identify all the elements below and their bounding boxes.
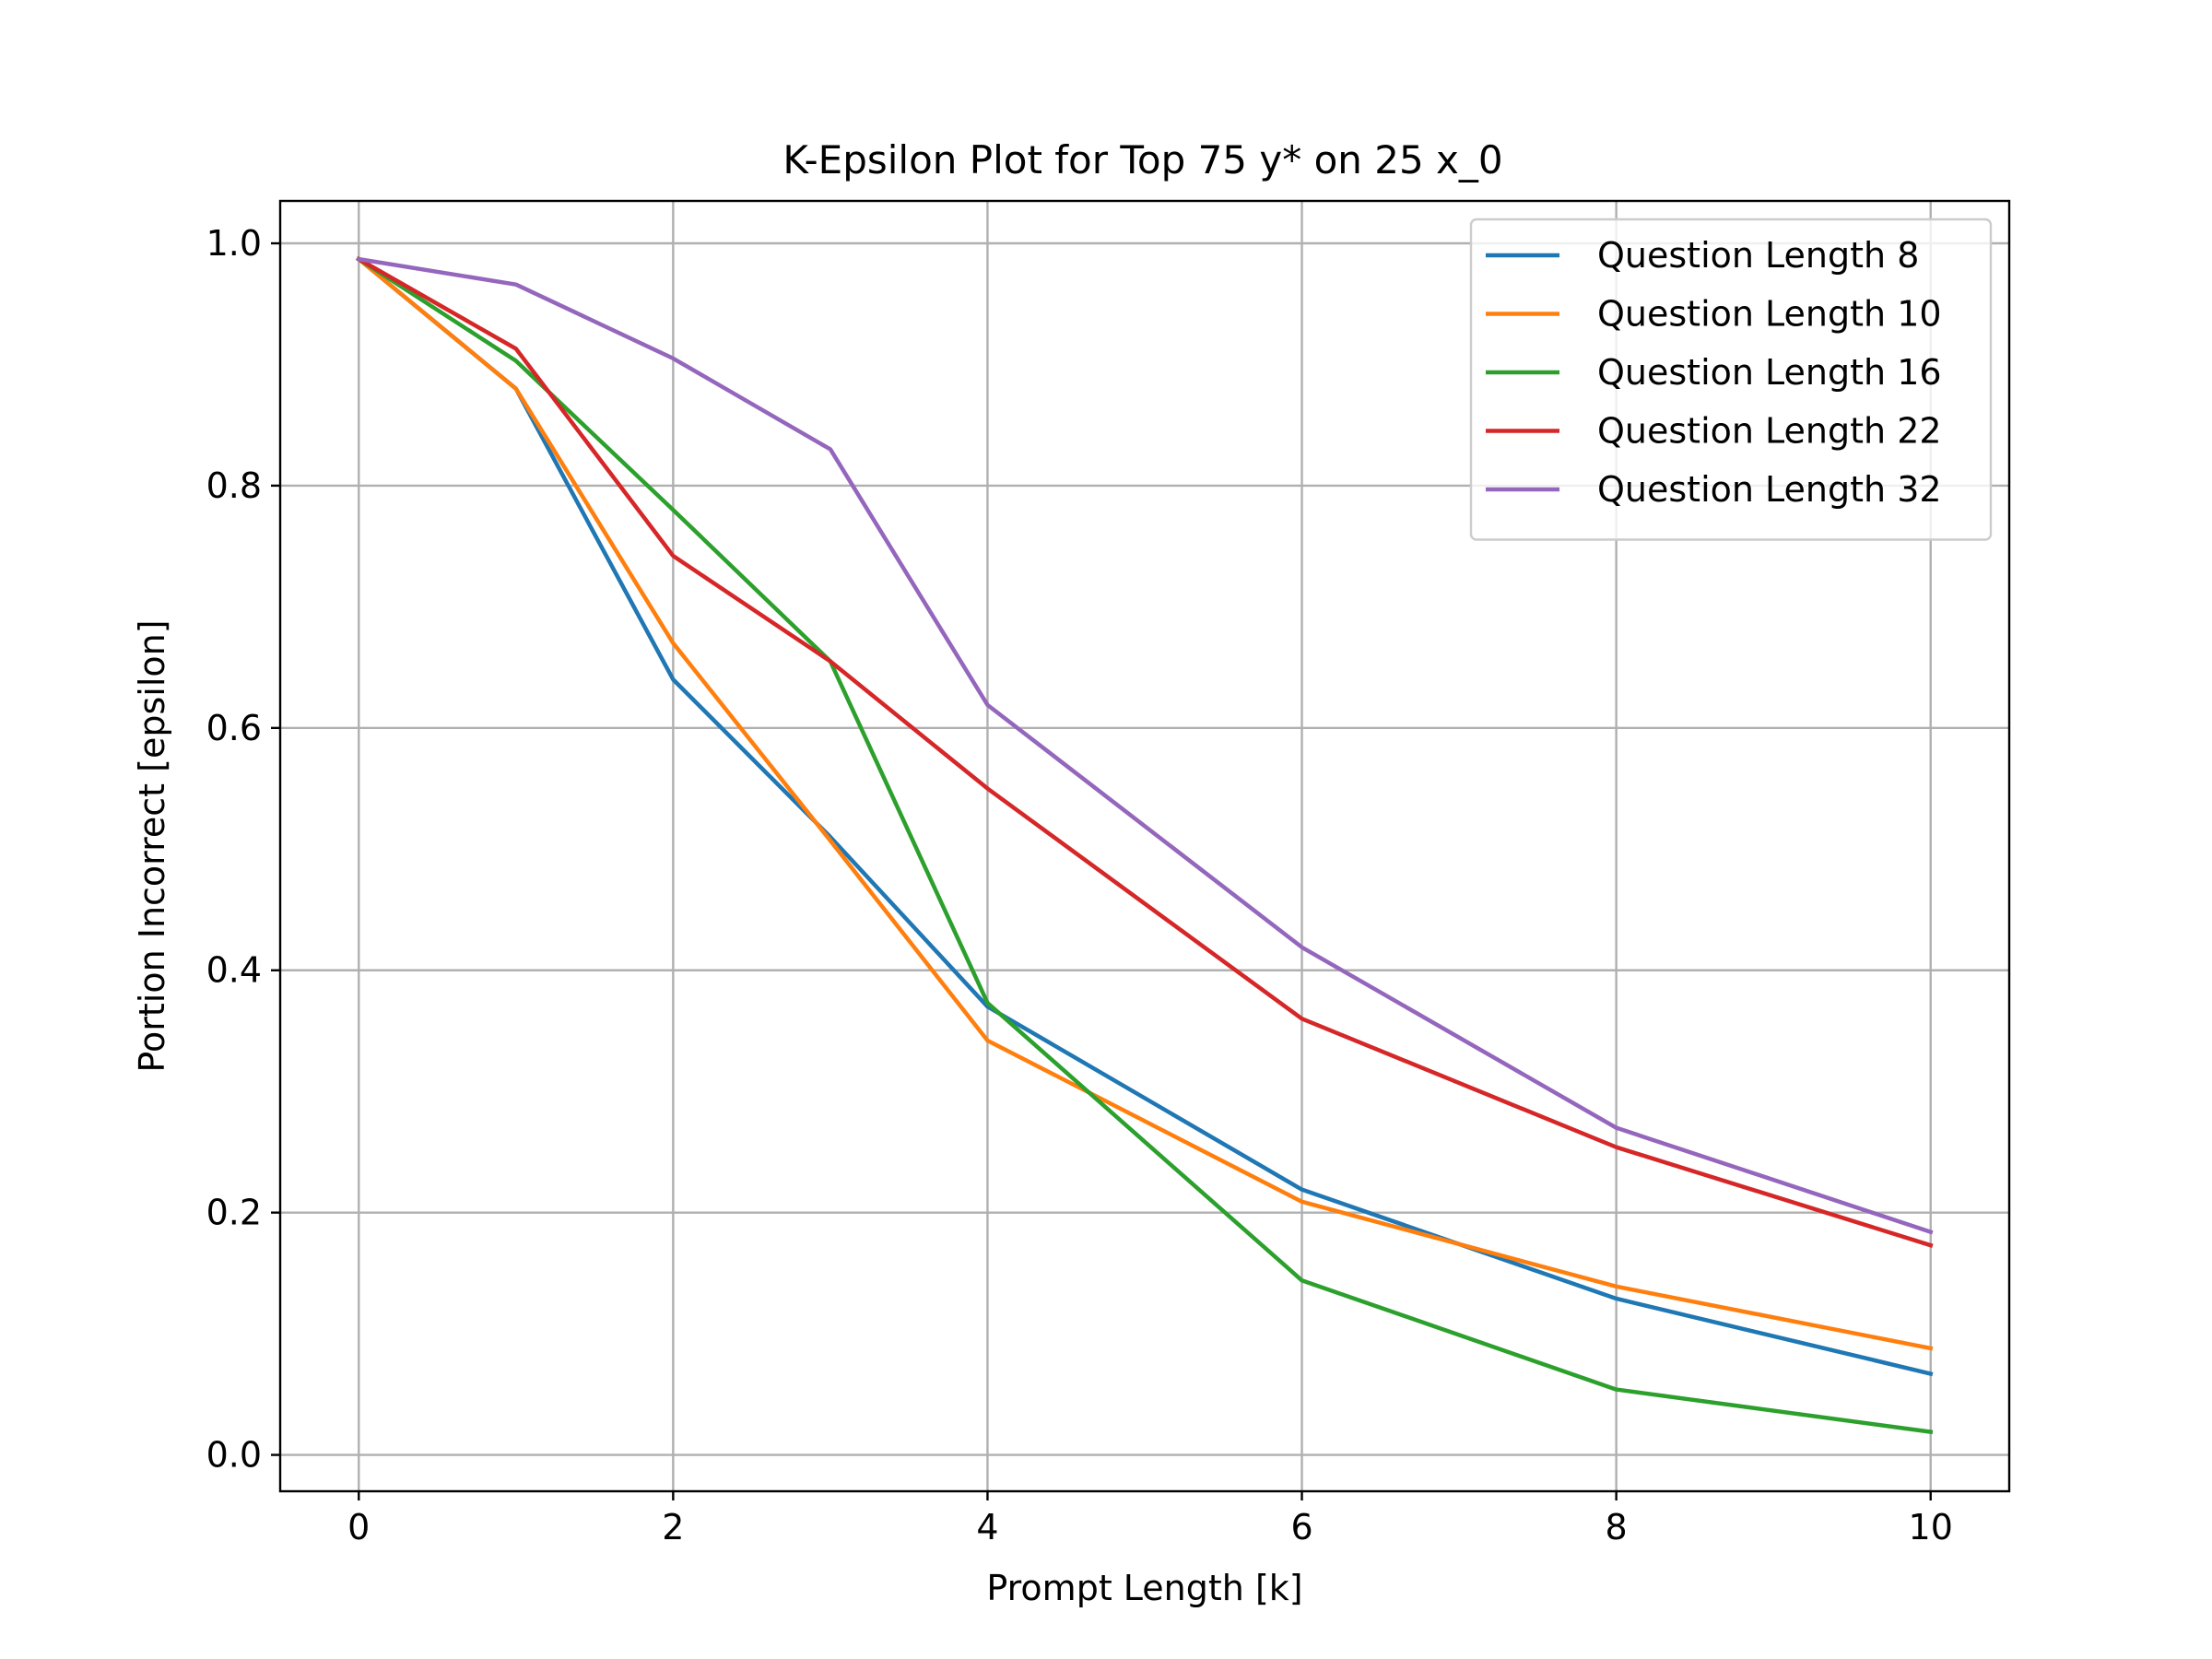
x-tick-label: 8 (1606, 1507, 1628, 1547)
plot-frame (278, 199, 2011, 1493)
x-tick-label: 0 (347, 1507, 370, 1547)
x-tick-label: 4 (976, 1507, 998, 1547)
series-line-3 (356, 256, 1934, 1248)
y-tick-label: 0.8 (206, 465, 262, 506)
legend-label: Question Length 32 (1597, 469, 1942, 510)
y-tick-label: 1.0 (206, 223, 262, 264)
series-line-4 (356, 256, 1934, 1235)
x-tick-label: 10 (1909, 1507, 1953, 1547)
legend: Question Length 8 Question Length 10 Quest… (1469, 218, 1993, 541)
y-axis-label: Portion Incorrect [epsilon] (132, 619, 172, 1072)
chart-title: K-Epsilon Plot for Top 75 y* on 25 x_0 (782, 137, 1502, 182)
legend-label: Question Length 22 (1597, 411, 1942, 452)
x-tick-label: 6 (1290, 1507, 1312, 1547)
y-tick-label: 0.2 (206, 1193, 262, 1233)
series-line-1 (356, 255, 1934, 1351)
series-lines (356, 255, 1934, 1435)
series-line-0 (356, 255, 1934, 1377)
y-tick-label: 0.4 (206, 950, 262, 991)
y-tick-label: 0.0 (206, 1435, 262, 1476)
x-tick-label: 2 (662, 1507, 684, 1547)
y-tick-label: 0.6 (206, 708, 262, 748)
axis-ticks: 0 2 4 6 8 10 0.0 0.2 0.4 0.6 0.8 1.0 (206, 223, 1953, 1547)
legend-label: Question Length 10 (1597, 294, 1942, 335)
legend-label: Question Length 16 (1597, 352, 1942, 393)
x-axis-label: Prompt Length [k] (986, 1568, 1302, 1608)
legend-box (1469, 218, 1993, 541)
legend-label: Question Length 8 (1597, 235, 1919, 276)
